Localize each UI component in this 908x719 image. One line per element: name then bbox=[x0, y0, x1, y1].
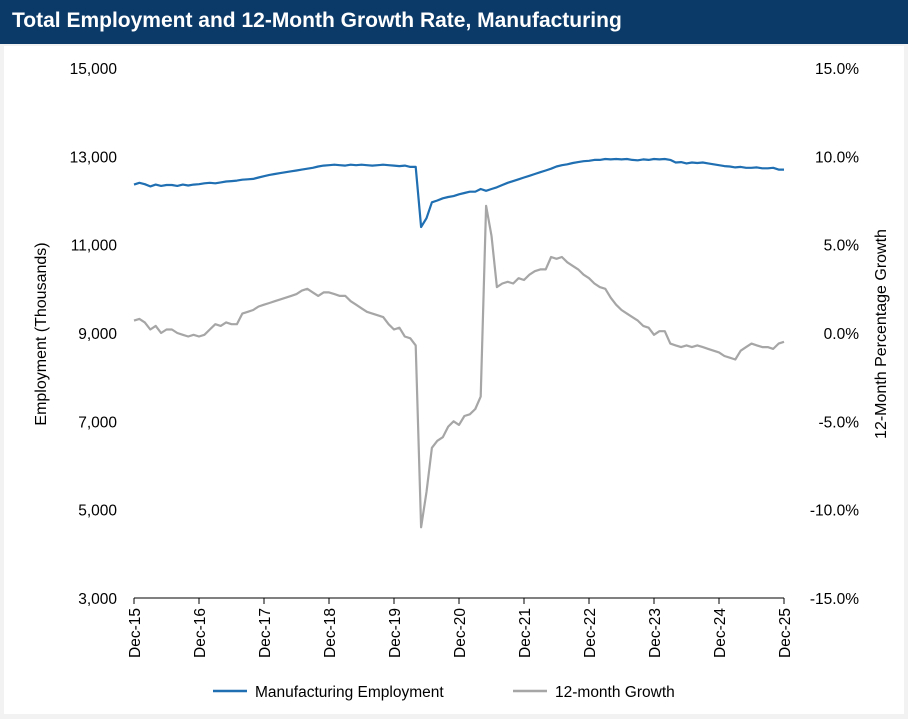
y-tick-label: 15,000 bbox=[70, 61, 118, 78]
y2-tick-label: 0.0% bbox=[824, 326, 860, 343]
y-tick-label: 11,000 bbox=[71, 238, 118, 255]
series-line-growth bbox=[133, 204, 785, 529]
x-tick-label: Dec-19 bbox=[387, 608, 404, 658]
legend-label-employment: Manufacturing Employment bbox=[255, 684, 444, 701]
x-tick-label: Dec-20 bbox=[452, 608, 469, 658]
x-tick-label: Dec-15 bbox=[127, 608, 144, 658]
x-tick-label: Dec-16 bbox=[192, 608, 209, 658]
y2-tick-label: 5.0% bbox=[824, 238, 860, 255]
x-tick-label: Dec-18 bbox=[322, 608, 339, 658]
chart-panel bbox=[4, 46, 904, 714]
y-tick-label: 9,000 bbox=[78, 326, 117, 343]
y-tick-label: 13,000 bbox=[70, 149, 118, 166]
y-tick-label: 3,000 bbox=[78, 591, 117, 608]
y-axis-title: Employment (Thousands) bbox=[33, 242, 50, 425]
y-tick-label: 5,000 bbox=[78, 503, 117, 520]
y2-tick-label: -15.0% bbox=[810, 591, 859, 608]
x-tick-label: Dec-23 bbox=[647, 608, 664, 658]
ticks-group: 3,000 5,000 7,000 9,000 11,000 13,000 15,000 -1… bbox=[70, 61, 860, 658]
y2-tick-label: 10.0% bbox=[815, 149, 859, 166]
y-tick-label: 7,000 bbox=[78, 414, 117, 431]
x-tick-label: Dec-17 bbox=[257, 608, 274, 658]
x-tick-label: Dec-25 bbox=[777, 608, 794, 658]
series-group bbox=[133, 157, 785, 529]
legend: Manufacturing Employment 12-month Growth bbox=[213, 684, 675, 701]
x-tick-label: Dec-21 bbox=[517, 608, 534, 658]
chart-title: Total Employment and 12-Month Growth Rat… bbox=[12, 9, 622, 32]
x-tick-label: Dec-22 bbox=[582, 608, 599, 658]
title-bar: Total Employment and 12-Month Growth Rat… bbox=[0, 0, 908, 44]
y2-tick-label: -10.0% bbox=[810, 503, 859, 520]
legend-label-growth: 12-month Growth bbox=[555, 684, 675, 701]
y2-tick-label: 15.0% bbox=[815, 61, 859, 78]
x-tick-label: Dec-24 bbox=[712, 608, 729, 658]
series-line-employment bbox=[133, 157, 784, 229]
y2-axis-title: 12-Month Percentage Growth bbox=[873, 229, 890, 439]
y2-tick-label: -5.0% bbox=[819, 414, 860, 431]
